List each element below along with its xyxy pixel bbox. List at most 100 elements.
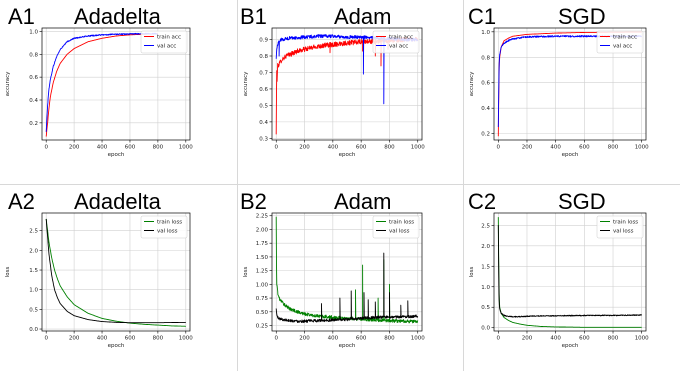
y-tick-label: 0.0 xyxy=(29,327,38,333)
y-tick-label: 0.0 xyxy=(481,326,490,332)
y-tick-label: 1.75 xyxy=(256,241,269,247)
y-tick-label: 0.2 xyxy=(29,121,38,127)
x-tick-label: 200 xyxy=(522,145,533,151)
panel-label: A1 xyxy=(8,4,35,29)
y-axis-label: accuracy xyxy=(243,71,249,97)
y-tick-label: 2.0 xyxy=(481,244,490,250)
series-group xyxy=(45,32,159,137)
x-axis-label: epoch xyxy=(108,343,125,349)
x-axis-label: epoch xyxy=(339,152,356,158)
chart-title: Adam xyxy=(334,4,391,29)
chart-a1: A1 Adadelta 0 200 400 600 800 1000 0.2 0.4 0.6 0.8 1… xyxy=(5,4,193,158)
y-axis-label: accuracy xyxy=(469,71,475,97)
x-tick-label: 800 xyxy=(153,145,164,151)
legend-label: val acc xyxy=(157,44,176,50)
y-tick-label: 2.5 xyxy=(481,223,490,229)
chart-title: Adadelta xyxy=(74,189,162,214)
panel-label: A2 xyxy=(8,189,35,214)
series-group xyxy=(275,216,419,324)
legend-label: val acc xyxy=(389,44,408,50)
x-tick-label: 400 xyxy=(97,145,108,151)
panel-c1: C1 SGD 0 200 400 600 800 1000 0.2 0.4 0.6 0.8 1.0 epo… xyxy=(464,0,680,184)
x-tick-label: 800 xyxy=(153,336,164,342)
y-tick-label: 1.0 xyxy=(481,285,490,291)
series-group xyxy=(45,218,186,327)
legend-label: train acc xyxy=(613,35,637,41)
y-tick-label: 0.9 xyxy=(259,38,268,44)
x-axis-label: epoch xyxy=(108,152,125,158)
series-line-val-loss xyxy=(275,252,419,323)
y-axis-label: loss xyxy=(243,267,249,278)
axes-frame xyxy=(41,27,191,141)
axes-frame xyxy=(493,27,647,141)
x-tick-label: 200 xyxy=(522,336,533,342)
x-tick-label: 200 xyxy=(299,336,310,342)
x-tick-label: 400 xyxy=(97,336,108,342)
x-tick-label: 0 xyxy=(497,336,501,342)
x-tick-label: 0 xyxy=(274,145,278,151)
chart-c1: C1 SGD 0 200 400 600 800 1000 0.2 0.4 0.6 0.8 1.0 epo… xyxy=(468,4,649,158)
x-tick-label: 400 xyxy=(550,336,561,342)
panel-label: C2 xyxy=(468,189,496,214)
y-tick-label: 0.25 xyxy=(256,324,269,330)
x-tick-label: 1000 xyxy=(179,145,193,151)
panel-a2: A2 Adadelta 0 200 400 600 800 1000 0.0 0.5 1.0 1.5 2… xyxy=(0,185,237,371)
x-tick-label: 200 xyxy=(299,145,310,151)
x-tick-label: 0 xyxy=(274,336,278,342)
y-tick-label: 0.5 xyxy=(259,103,268,109)
chart-title: SGD xyxy=(558,189,606,214)
series-line-val-acc xyxy=(45,32,159,132)
chart-title: SGD xyxy=(558,4,606,29)
vertical-divider-left xyxy=(237,0,238,371)
chart-a2: A2 Adadelta 0 200 400 600 800 1000 0.0 0.5 1.0 1.5 2… xyxy=(5,189,193,349)
x-tick-label: 200 xyxy=(69,336,80,342)
x-tick-label: 600 xyxy=(356,336,367,342)
y-tick-label: 1.25 xyxy=(256,269,269,275)
x-tick-label: 400 xyxy=(550,145,561,151)
x-tick-label: 400 xyxy=(328,145,339,151)
y-axis-label: loss xyxy=(5,267,11,278)
x-tick-label: 600 xyxy=(125,336,136,342)
x-tick-label: 1000 xyxy=(635,336,649,342)
x-axis-label: epoch xyxy=(562,343,579,349)
series-line-val-loss xyxy=(497,225,643,318)
panel-label: C1 xyxy=(468,4,496,29)
legend-label: val loss xyxy=(613,229,634,235)
x-tick-label: 200 xyxy=(69,145,80,151)
x-tick-label: 400 xyxy=(328,336,339,342)
legend-label: train loss xyxy=(613,220,638,226)
vertical-divider-right xyxy=(463,0,464,371)
chart-b1: B1 Adam 0 200 400 600 800 1000 0.3 0.4 0.5 0.6 0.7 0.… xyxy=(240,4,425,158)
y-tick-label: 0.5 xyxy=(29,307,38,313)
series-line-val-loss xyxy=(45,218,186,324)
panel-label: B2 xyxy=(240,189,267,214)
x-tick-label: 1000 xyxy=(411,145,425,151)
x-tick-label: 600 xyxy=(356,145,367,151)
legend-label: val acc xyxy=(613,44,632,50)
y-tick-label: 2.25 xyxy=(256,214,269,220)
legend-label: train acc xyxy=(389,35,413,41)
y-tick-label: 2.5 xyxy=(29,229,38,235)
y-tick-label: 1.50 xyxy=(256,255,269,261)
panel-b1: B1 Adam 0 200 400 600 800 1000 0.3 0.4 0.5 0.6 0.7 0.… xyxy=(238,0,463,184)
x-tick-label: 600 xyxy=(579,145,590,151)
x-axis-label: epoch xyxy=(562,152,579,158)
y-tick-label: 0.4 xyxy=(481,106,490,112)
x-tick-label: 0 xyxy=(497,145,501,151)
y-tick-label: 0.6 xyxy=(481,81,490,87)
x-tick-label: 1000 xyxy=(411,336,425,342)
y-tick-label: 1.0 xyxy=(29,29,38,35)
y-tick-label: 0.8 xyxy=(481,55,490,61)
legend-label: train loss xyxy=(389,220,414,226)
series-line-train-loss xyxy=(497,217,642,328)
y-tick-label: 1.0 xyxy=(29,288,38,294)
x-axis-label: epoch xyxy=(339,343,356,349)
y-tick-label: 0.5 xyxy=(481,305,490,311)
y-tick-label: 0.8 xyxy=(259,54,268,60)
legend-label: val loss xyxy=(389,229,410,235)
series-group xyxy=(497,217,643,328)
x-tick-label: 600 xyxy=(579,336,590,342)
y-tick-label: 0.75 xyxy=(256,296,269,302)
x-tick-label: 0 xyxy=(44,145,48,151)
chart-title: Adadelta xyxy=(74,4,162,29)
